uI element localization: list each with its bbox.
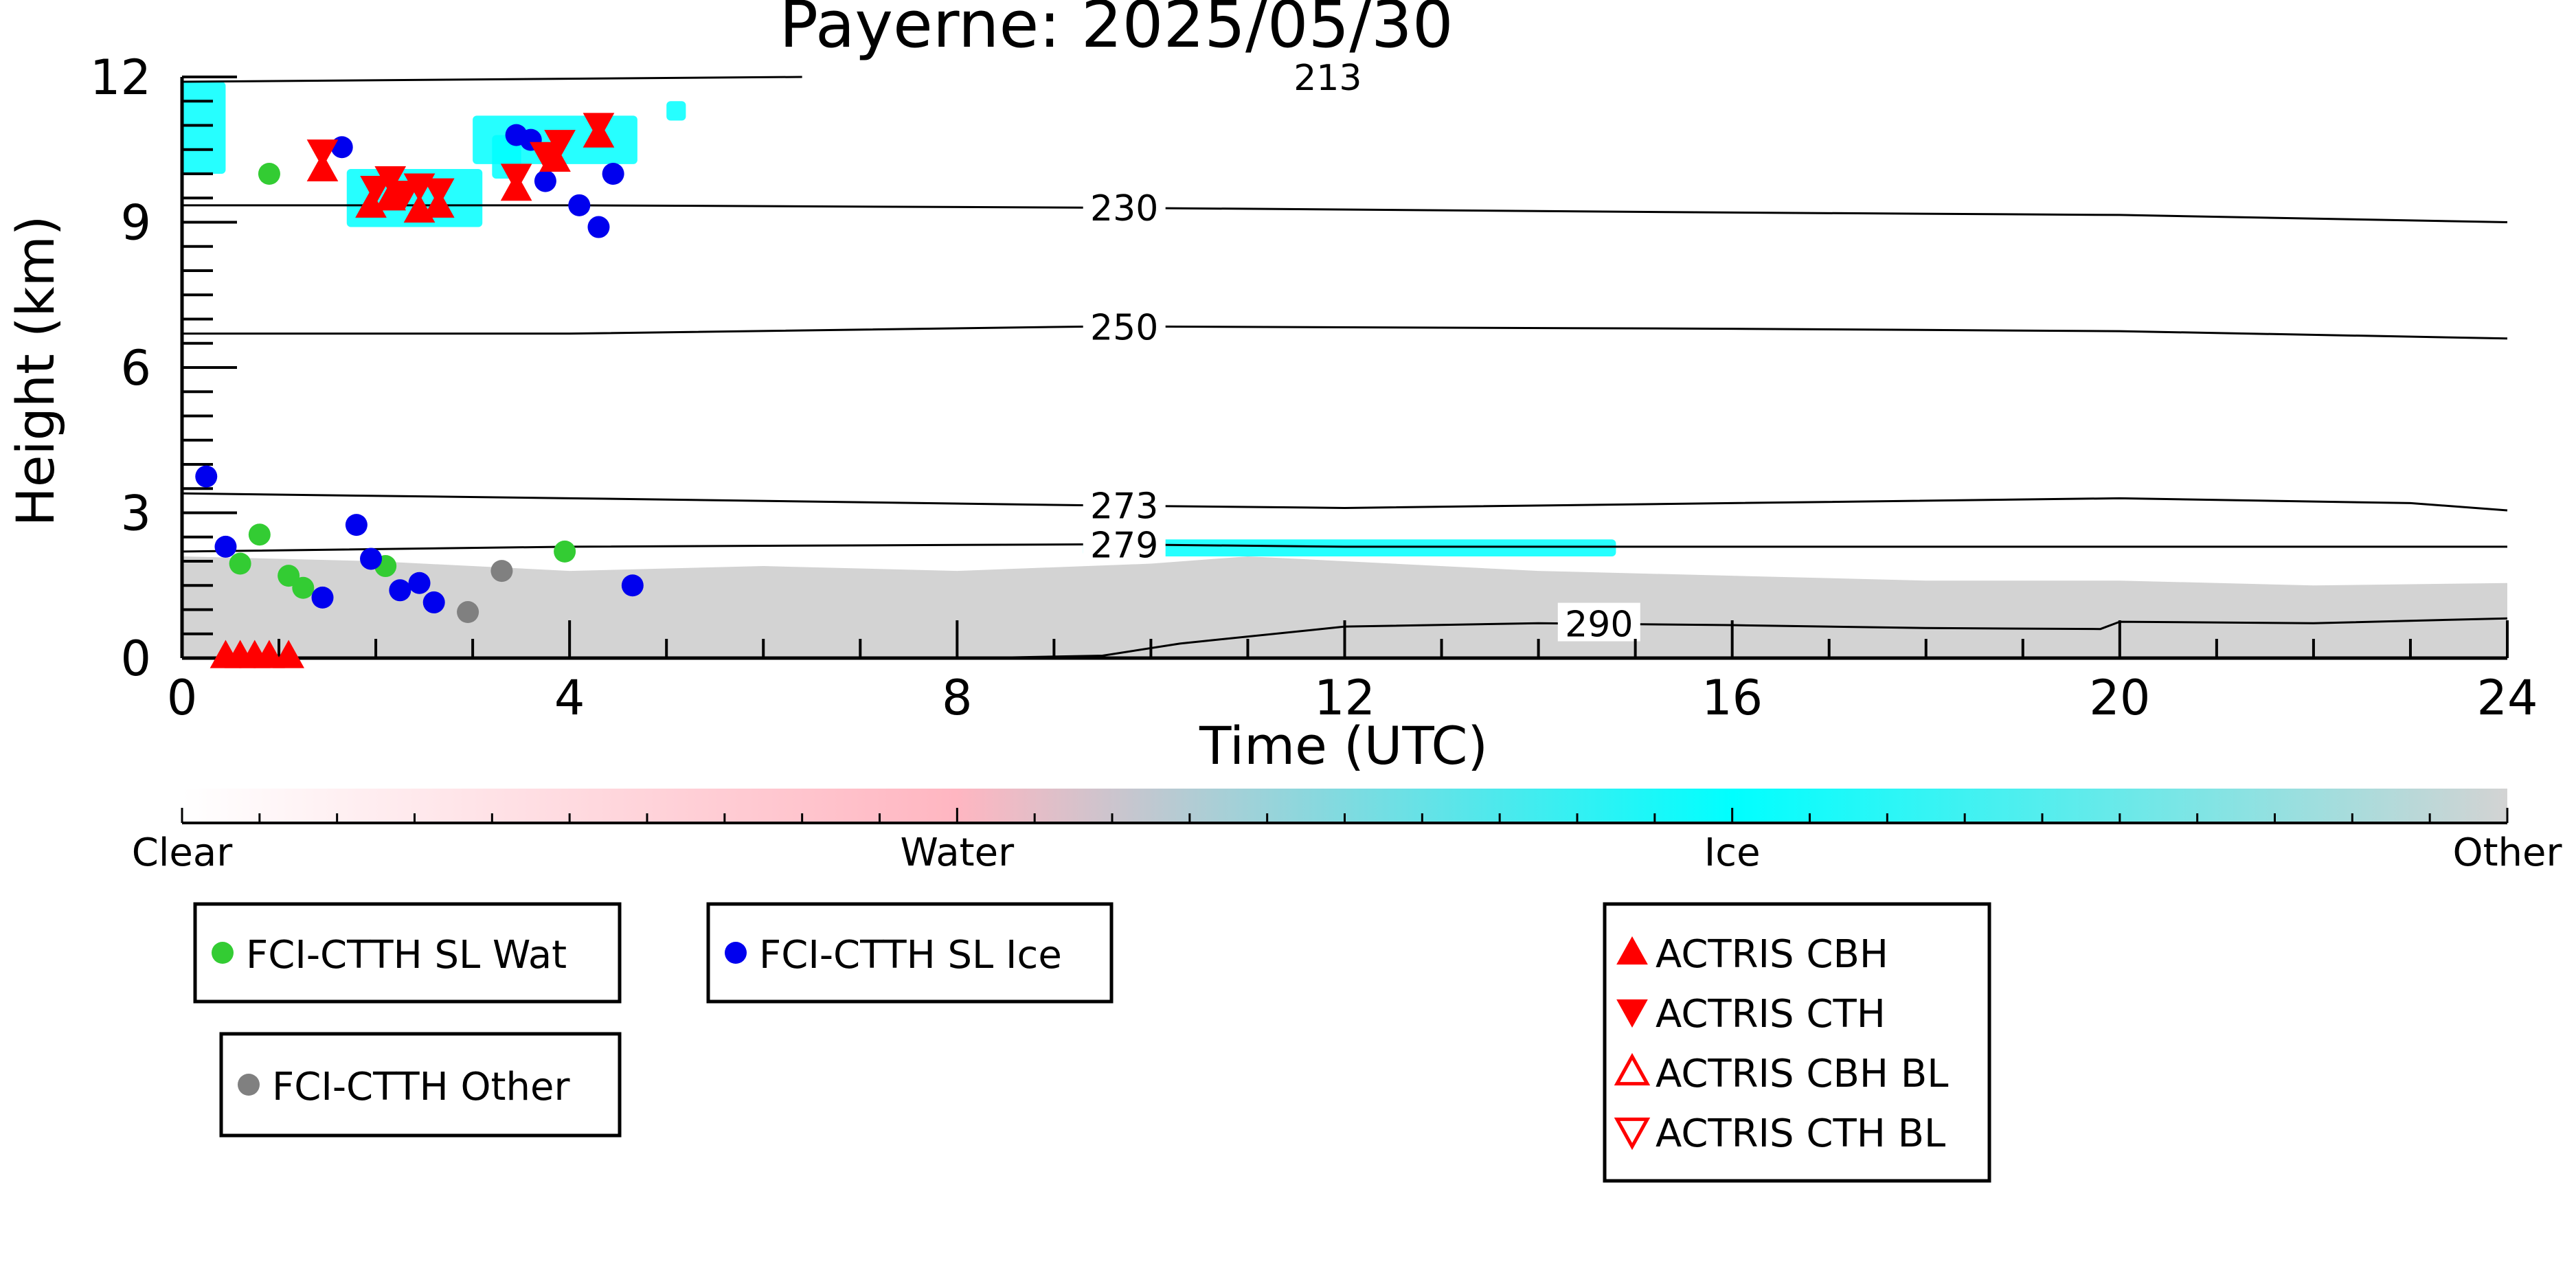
colorbar-label: Water [901,831,1015,875]
fci-ctth-sl-ice-point [602,163,624,185]
fci-ctth-sl-ice-point [214,535,237,558]
actris-cbh-point [374,182,407,211]
isotherm-label-bg [1083,484,1166,523]
colorbar-label: Clear [132,831,233,875]
x-tick-label: 8 [942,670,973,726]
fci-ctth-sl-ice-point [389,579,411,602]
isotherm-label: 273 [1090,486,1158,528]
actris-cth-point [374,166,407,195]
legend-box [706,902,1114,1004]
isotherm-line [182,204,2508,223]
plot-axes: 0 4 8 12 16 20 24 0 3 6 9 12 [90,49,2538,726]
fci-ctth-other-point [457,601,479,624]
fci-ctth-sl-ice-legend-marker [725,942,747,964]
actris-cbh-bl-legend-marker [1614,1052,1651,1086]
fci-ctth-sl-ice-point [408,572,431,594]
fci-ctth-sl-wat-point [554,540,576,563]
legend-label: ACTRIS CTH [1656,992,1886,1037]
y-tick-label: 9 [120,195,151,251]
y-tick-label: 12 [90,49,151,106]
legend-label: ACTRIS CTH BL [1656,1111,1945,1156]
isotherm-label-bg [1286,56,1369,95]
colorbar-label: Ice [1704,831,1761,875]
legend-box [193,902,622,1004]
fci-ctth-sl-wat-point [278,565,300,587]
x-tick-label: 12 [1314,670,1375,726]
fci-ctth-sl-wat-legend-marker [212,942,234,964]
actris-cth-point [389,181,421,210]
legend-area: FCI-CTTH SL Wat FCI-CTTH SL Ice FCI-CTTH O… [193,902,1991,1183]
fci-ctth-sl-ice-point [360,547,383,570]
chart-title: Payerne: 2025/05/30 [779,0,1453,63]
fci-ctth-sl-ice-point [345,514,368,536]
x-axis-label: Time (UTC) [1199,715,1488,776]
actris-cbh-point [253,640,285,668]
isotherm-label-bg [1083,523,1166,563]
ice-cloud-patch [1083,539,1616,556]
isotherm-label: 250 [1090,307,1158,348]
fci-ctth-sl-ice-point [330,136,353,159]
data-markers [195,113,644,668]
y-tick-label: 6 [120,340,151,396]
legend-label: ACTRIS CBH BL [1656,1052,1948,1096]
fci-ctth-sl-ice-point [534,170,556,192]
x-tick-label: 20 [2089,670,2150,726]
fci-ctth-sl-ice-point [621,574,644,597]
plot-background [182,82,2507,658]
x-tick-label: 0 [167,670,198,726]
isotherm-line [181,492,2508,512]
actris-cth-point [306,139,339,168]
isotherm-label: 279 [1090,525,1158,566]
actris-cth-legend-marker [1616,999,1648,1028]
fci-ctth-sl-wat-point [248,523,271,546]
isotherm-label: 230 [1090,188,1158,229]
y-tick-label: 0 [120,631,151,687]
ice-cloud-patch [666,101,686,121]
legend-label: FCI-CTTH SL Ice [759,933,1062,978]
fci-ctth-sl-ice-point [587,216,610,238]
ice-cloud-patch [182,82,226,174]
fci-ctth-other-point [490,560,513,583]
isotherm-line [182,325,2508,340]
fci-ctth-sl-ice-point [422,591,445,613]
y-axis-label: Height (km) [5,216,66,527]
actris-cth-point [422,178,455,207]
colorbar-label: Other [2452,831,2562,875]
legend-label: ACTRIS CBH [1656,932,1888,977]
isotherm-label: 213 [1293,58,1362,99]
actris-cth-point [500,163,532,192]
legend-label: FCI-CTTH SL Wat [246,933,567,978]
actris-cbh-point [273,640,304,668]
actris-cth-bl-legend-marker [1614,1117,1651,1151]
x-tick-label: 16 [1702,670,1763,726]
actris-cbh-legend-marker [1616,936,1648,965]
colorbar: Clear Water Ice Other [132,789,2562,875]
isotherm-label-bg [1083,306,1166,345]
fci-ctth-sl-ice-point [311,586,334,609]
fci-ctth-sl-wat-point [229,552,251,575]
actris-cth-point [583,113,615,142]
x-tick-label: 24 [2476,670,2538,726]
other-cloud-layer [182,556,2507,658]
isotherm-line [181,76,802,83]
fci-ctth-sl-wat-point [258,163,280,185]
isotherm-label: 290 [1565,605,1633,646]
fci-ctth-sl-ice-point [568,194,591,216]
legend-label: FCI-CTTH Other [272,1065,570,1109]
actris-cth-point [360,176,392,205]
isotherm-label-bg [1083,187,1166,226]
legend-box [219,1032,622,1138]
isotherm-label-bg [1557,602,1640,642]
y-tick-label: 3 [120,486,151,542]
fci-ctth-sl-ice-point [195,465,218,488]
actris-cth-point [530,142,561,170]
fci-ctth-sl-wat-point [292,576,315,599]
fci-ctth-other-legend-marker [238,1074,260,1096]
x-tick-label: 4 [554,670,585,726]
legend-box [1603,902,1991,1183]
